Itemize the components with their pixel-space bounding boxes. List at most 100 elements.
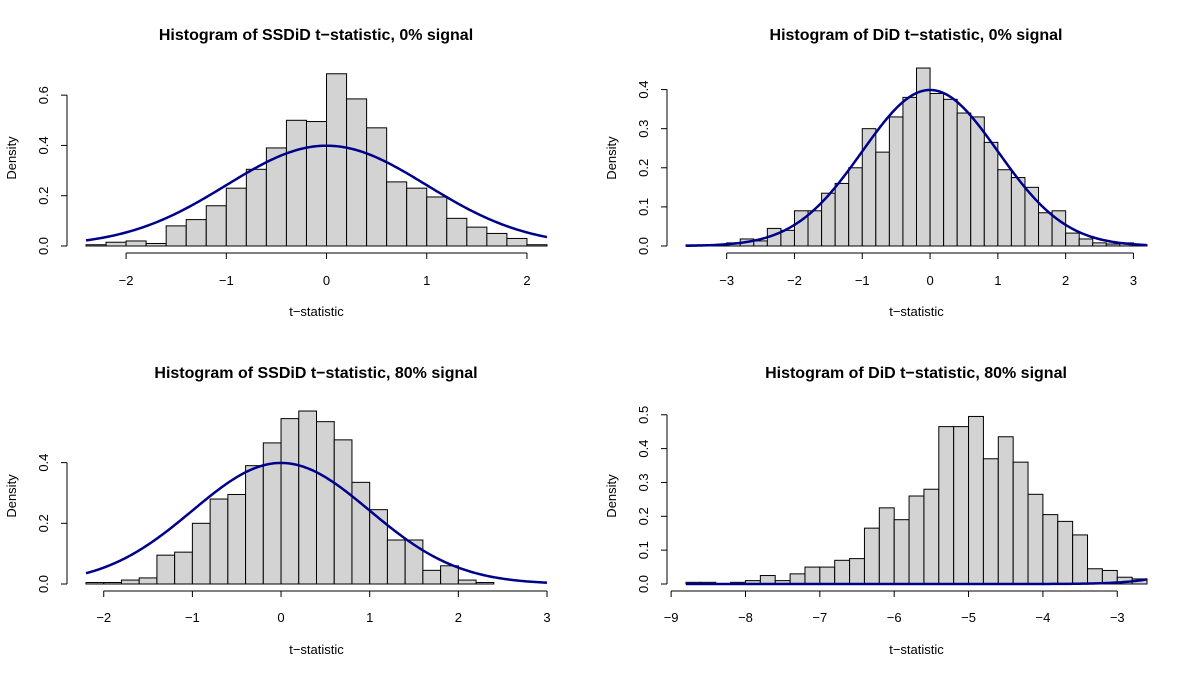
x-tick-label: −2 xyxy=(119,273,134,288)
histogram-bar xyxy=(138,577,158,585)
x-tick-label: 2 xyxy=(455,610,462,625)
x-axis-label: t−statistic xyxy=(289,642,344,657)
histogram-bar xyxy=(753,240,768,247)
histogram-bar xyxy=(1087,568,1103,585)
histogram-bar xyxy=(807,210,823,247)
histogram-bar xyxy=(780,229,795,247)
x-tick-label: −1 xyxy=(219,273,234,288)
x-axis: −2 −1 0 1 2 xyxy=(119,252,531,288)
histogram-bar xyxy=(953,426,970,585)
x-axis: −9 −8 −7 −6 −5 −4 −3 xyxy=(664,590,1125,625)
histogram-bar xyxy=(916,67,931,247)
histogram-bars xyxy=(685,67,1148,247)
y-axis-label: Density xyxy=(4,136,19,180)
x-tick-label: 0 xyxy=(277,610,284,625)
x-tick-label: −8 xyxy=(738,610,753,625)
x-tick-label: 3 xyxy=(1130,273,1137,288)
histogram-bar xyxy=(205,205,227,247)
y-tick-label: 0.1 xyxy=(636,541,651,559)
x-tick-label: 2 xyxy=(523,273,530,288)
histogram-bar xyxy=(1078,238,1094,247)
x-axis-label: t−statistic xyxy=(889,304,944,319)
histogram-bar xyxy=(819,566,836,585)
histogram-bar xyxy=(1012,461,1029,585)
x-tick-label: −3 xyxy=(1110,610,1125,625)
y-axis-label: Density xyxy=(604,136,619,180)
histogram-bar xyxy=(280,418,300,585)
y-tick-label: 0.4 xyxy=(36,136,51,154)
y-tick-label: 0.4 xyxy=(636,440,651,458)
histogram-bar xyxy=(422,569,442,585)
histogram-bar xyxy=(1072,534,1089,585)
x-tick-label: 1 xyxy=(423,273,430,288)
y-tick-label: 0.0 xyxy=(636,237,651,255)
x-tick-label: −6 xyxy=(887,610,902,625)
histogram-bar xyxy=(759,575,776,585)
histogram-bar xyxy=(956,112,972,247)
histogram-panel: Histogram of SSDiD t−statistic, 80% sign… xyxy=(4,365,551,657)
histogram-bar xyxy=(316,421,335,585)
y-axis-label: Density xyxy=(604,474,619,518)
histogram-bar xyxy=(346,98,368,247)
histogram-bar xyxy=(174,551,193,585)
y-tick-label: 0.0 xyxy=(636,575,651,593)
y-axis: 0.0 0.2 0.4 xyxy=(36,454,68,593)
histogram-bar xyxy=(386,181,408,247)
histogram-bar xyxy=(526,244,548,247)
y-tick-label: 0.1 xyxy=(636,198,651,216)
histogram-bar xyxy=(997,436,1014,585)
histogram-bar xyxy=(366,127,388,247)
histogram-bar xyxy=(386,539,406,585)
x-tick-label: 3 xyxy=(543,610,550,625)
histogram-bar xyxy=(298,410,317,585)
histogram-bar xyxy=(103,581,122,585)
x-tick-label: −1 xyxy=(185,610,200,625)
y-tick-label: 0.2 xyxy=(636,159,651,177)
histogram-bar xyxy=(970,116,985,247)
histogram-bar xyxy=(982,458,999,585)
histogram-bar xyxy=(245,168,267,247)
y-tick-label: 0.2 xyxy=(36,187,51,205)
histogram-bar xyxy=(404,539,424,585)
histogram-bar xyxy=(938,426,955,585)
x-tick-label: −4 xyxy=(1035,610,1050,625)
y-tick-label: 0.0 xyxy=(36,237,51,255)
y-tick-label: 0.3 xyxy=(636,120,651,138)
y-axis-label: Density xyxy=(4,474,19,518)
chart-title: Histogram of SSDiD t−statistic, 0% signa… xyxy=(159,27,473,44)
histogram-bar xyxy=(305,121,328,247)
histogram-bar xyxy=(849,558,865,585)
histogram-bar xyxy=(369,509,388,585)
histogram-bar xyxy=(85,244,107,247)
y-tick-label: 0.0 xyxy=(36,575,51,593)
histogram-bar xyxy=(861,128,877,247)
histogram-bar xyxy=(1105,243,1121,247)
histogram-bar xyxy=(902,96,918,247)
y-tick-label: 0.2 xyxy=(36,514,51,532)
histogram-bar xyxy=(968,415,984,585)
x-tick-label: 2 xyxy=(1062,273,1069,288)
histogram-bar xyxy=(1042,514,1059,585)
histogram-bar xyxy=(227,493,247,585)
histogram-bar xyxy=(875,151,890,247)
histogram-bar xyxy=(863,527,880,585)
histogram-bar xyxy=(1027,493,1044,585)
histogram-bar xyxy=(997,169,1012,247)
histogram-panel: Histogram of DiD t−statistic, 0% signal −… xyxy=(604,27,1148,319)
histogram-bar xyxy=(486,232,508,247)
histogram-bar xyxy=(1057,520,1074,585)
histogram-bar xyxy=(466,226,488,247)
histogram-bar xyxy=(506,237,528,247)
histogram-bar xyxy=(834,559,851,585)
histogram-bar xyxy=(440,565,459,585)
y-tick-label: 0.6 xyxy=(36,86,51,104)
histogram-bar xyxy=(156,554,176,585)
histogram-panel: Histogram of DiD t−statistic, 80% signal… xyxy=(604,365,1148,657)
x-tick-label: 0 xyxy=(926,273,933,288)
y-tick-label: 0.4 xyxy=(36,454,51,472)
histogram-bar xyxy=(105,241,127,247)
histogram-bar xyxy=(804,566,821,585)
chart-title: Histogram of SSDiD t−statistic, 80% sign… xyxy=(154,365,477,382)
histogram-bar xyxy=(1038,212,1053,247)
histogram-bars xyxy=(685,415,1148,585)
